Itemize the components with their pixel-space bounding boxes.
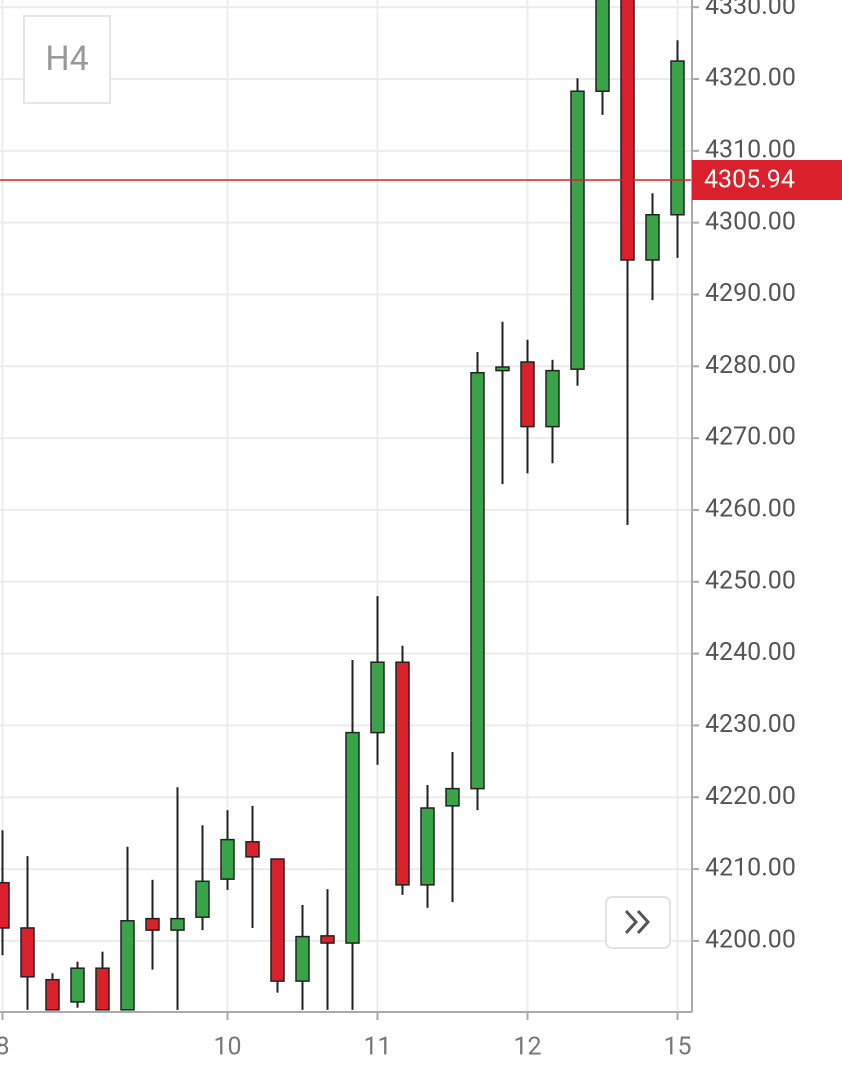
y-tick-label: 4240.00 <box>705 638 796 667</box>
candle-body <box>120 920 135 1011</box>
y-tick-label: 4280.00 <box>705 351 796 380</box>
candle-body <box>420 807 435 886</box>
y-tick-label: 4230.00 <box>705 710 796 739</box>
x-tick-label: 10 <box>213 1033 241 1062</box>
candle-body <box>495 366 510 372</box>
current-price-label: 4305.94 <box>704 166 795 195</box>
candle-body <box>320 935 335 944</box>
candle-body <box>145 917 160 931</box>
candle-body <box>570 90 585 370</box>
candle-body <box>370 661 385 734</box>
y-tick-label: 4260.00 <box>705 495 796 524</box>
y-tick-label: 4220.00 <box>705 782 796 811</box>
candles <box>0 0 692 1011</box>
candle-body <box>270 858 285 982</box>
y-tick-label: 4200.00 <box>705 926 796 955</box>
x-tick-label: 8 <box>0 1033 10 1062</box>
candle-body <box>295 935 310 982</box>
y-tick-label: 4330.00 <box>705 0 796 21</box>
candle-body <box>45 978 60 1011</box>
x-tick-label: 11 <box>363 1033 391 1062</box>
candle-body <box>20 927 35 978</box>
timeframe: H4 <box>45 39 88 79</box>
y-tick-label: 4270.00 <box>705 423 796 452</box>
candle-body <box>445 787 460 807</box>
scroll-button[interactable] <box>605 896 671 949</box>
candle-body <box>595 0 610 92</box>
candle-body <box>620 0 635 261</box>
candle-body <box>670 60 685 216</box>
candle-body <box>245 841 260 858</box>
candle-body <box>395 661 410 886</box>
y-tick-label: 4320.00 <box>705 64 796 93</box>
candle-body <box>195 880 210 918</box>
candle-body <box>70 967 85 1003</box>
y-tick-label: 4250.00 <box>705 566 796 595</box>
candle-body <box>220 838 235 880</box>
candle-body <box>645 214 660 261</box>
timeframe-box <box>23 15 111 104</box>
current-price-box <box>692 159 842 200</box>
candle-body <box>0 881 10 929</box>
candle-body <box>470 372 485 790</box>
y-tick-label: 4300.00 <box>705 207 796 236</box>
candle-body <box>545 369 560 428</box>
y-tick-label: 4210.00 <box>705 854 796 883</box>
x-tick-label: 12 <box>513 1033 541 1062</box>
axes: 4200.00 4210.00 4220.00 4230.00 4240.00 4250.… <box>0 0 796 1062</box>
y-tick-label: 4290.00 <box>705 279 796 308</box>
y-tick-label: 4310.00 <box>705 135 796 164</box>
candle-body <box>170 917 185 931</box>
candle-body <box>95 967 110 1011</box>
candle-body <box>345 731 360 944</box>
x-tick-label: 15 <box>663 1033 691 1062</box>
candle-body <box>520 361 535 428</box>
